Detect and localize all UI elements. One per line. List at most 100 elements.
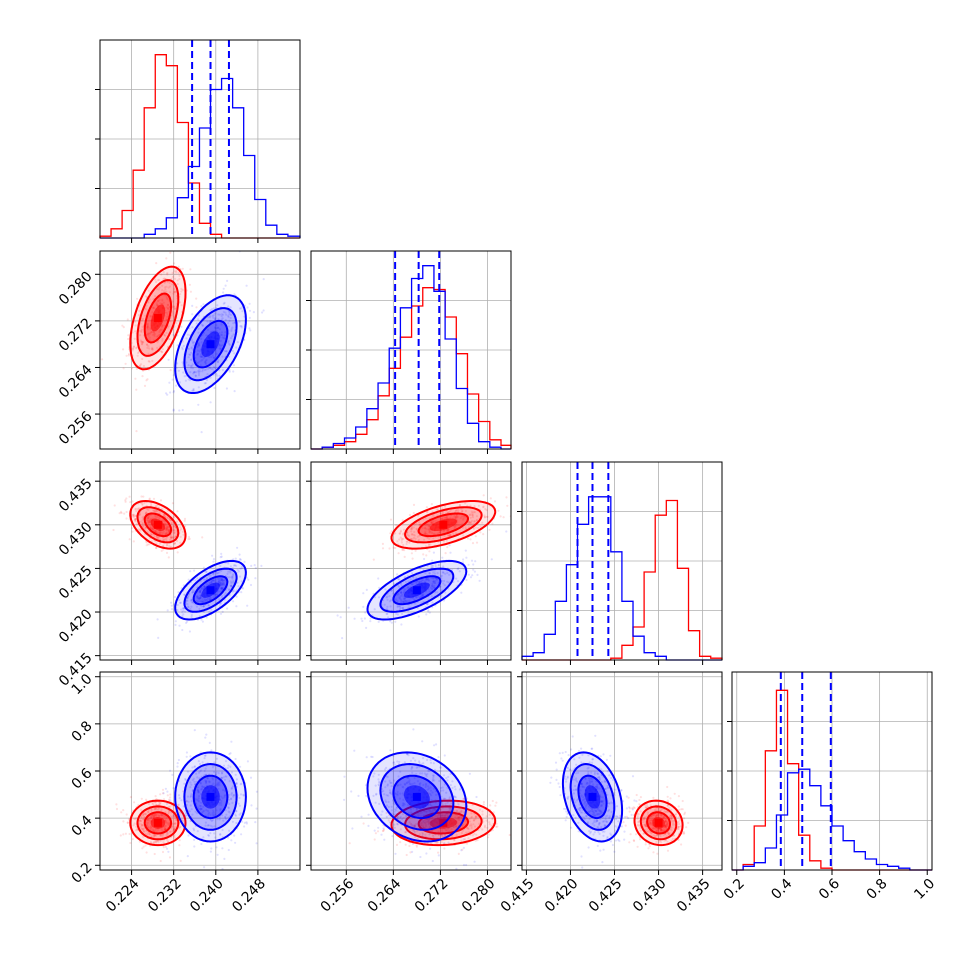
blue-sample-point	[228, 753, 230, 755]
red-sample-point	[141, 798, 143, 800]
red-sample-point	[161, 550, 163, 552]
red-sample-point	[187, 245, 189, 247]
red-sample-point	[169, 856, 171, 858]
blue-sample-point	[465, 550, 467, 552]
blue-sample-point	[357, 795, 359, 797]
blue-sample-point	[471, 574, 473, 576]
blue-sample-point	[389, 749, 391, 751]
blue-peak	[207, 340, 215, 348]
blue-peak	[207, 793, 215, 801]
blue-sample-point	[256, 808, 258, 810]
blue-sample-point	[212, 561, 214, 563]
red-sample-point	[159, 793, 161, 795]
blue-sample-point	[260, 565, 262, 567]
blue-sample-point	[362, 606, 364, 608]
blue-sample-point	[348, 607, 350, 609]
blue-sample-point	[169, 799, 171, 801]
blue-sample-point	[242, 587, 244, 589]
panel-background	[311, 462, 511, 660]
blue-sample-point	[471, 560, 473, 562]
blue-sample-point	[337, 614, 339, 616]
blue-sample-point	[449, 552, 451, 554]
red-sample-point	[409, 514, 411, 516]
red-sample-point	[154, 853, 156, 855]
red-sample-point	[115, 803, 117, 805]
red-sample-point	[494, 500, 496, 502]
red-peak	[154, 521, 162, 529]
red-sample-point	[145, 844, 147, 846]
blue-sample-point	[169, 391, 171, 393]
blue-sample-point	[253, 311, 255, 313]
red-sample-point	[177, 551, 179, 553]
blue-sample-point	[173, 391, 175, 393]
red-sample-point	[176, 510, 178, 512]
red-sample-point	[495, 802, 497, 804]
blue-sample-point	[366, 589, 368, 591]
scatter-panel-1-4	[95, 672, 300, 876]
blue-sample-point	[189, 755, 191, 757]
red-sample-point	[373, 559, 375, 561]
blue-sample-point	[254, 564, 256, 566]
red-sample-point	[413, 512, 415, 514]
red-sample-point	[405, 844, 407, 846]
blue-sample-point	[210, 847, 212, 849]
blue-sample-point	[248, 327, 250, 329]
red-sample-point	[467, 537, 469, 539]
red-sample-point	[487, 836, 489, 838]
red-sample-point	[479, 531, 481, 533]
blue-sample-point	[256, 791, 258, 793]
red-sample-point	[127, 822, 129, 824]
blue-sample-point	[226, 280, 228, 282]
red-sample-point	[404, 556, 406, 558]
red-sample-point	[687, 822, 689, 824]
blue-sample-point	[245, 821, 247, 823]
blue-sample-point	[433, 744, 435, 746]
red-sample-point	[683, 813, 685, 815]
blue-sample-point	[389, 620, 391, 622]
blue-sample-point	[209, 742, 211, 744]
red-sample-point	[112, 529, 114, 531]
red-sample-point	[131, 531, 133, 533]
red-sample-point	[475, 535, 477, 537]
red-sample-point	[178, 844, 180, 846]
red-sample-point	[412, 558, 414, 560]
blue-sample-point	[394, 853, 396, 855]
red-sample-point	[125, 833, 127, 835]
blue-sample-point	[340, 616, 342, 618]
blue-sample-point	[362, 592, 364, 594]
blue-sample-point	[233, 835, 235, 837]
blue-sample-point	[202, 303, 204, 305]
red-sample-point	[437, 852, 439, 854]
blue-sample-point	[178, 409, 180, 411]
blue-sample-point	[220, 613, 222, 615]
blue-sample-point	[368, 814, 370, 816]
blue-sample-point	[200, 305, 202, 307]
blue-sample-point	[203, 866, 205, 868]
blue-sample-point	[249, 329, 251, 331]
red-sample-point	[506, 505, 508, 507]
red-sample-point	[195, 298, 197, 300]
red-sample-point	[476, 542, 478, 544]
blue-sample-point	[462, 558, 464, 560]
red-sample-point	[382, 543, 384, 545]
blue-sample-point	[222, 291, 224, 293]
blue-sample-point	[254, 821, 256, 823]
red-sample-point	[125, 517, 127, 519]
blue-sample-point	[236, 596, 238, 598]
red-sample-point	[167, 794, 169, 796]
red-sample-point	[637, 846, 639, 848]
red-sample-point	[389, 532, 391, 534]
blue-sample-point	[479, 580, 481, 582]
blue-sample-point	[186, 751, 188, 753]
blue-sample-point	[235, 558, 237, 560]
blue-sample-point	[364, 611, 366, 613]
blue-sample-point	[247, 760, 249, 762]
red-sample-point	[129, 842, 131, 844]
blue-sample-point	[234, 842, 236, 844]
blue-sample-point	[182, 409, 184, 411]
red-sample-point	[349, 842, 351, 844]
red-sample-point	[153, 498, 155, 500]
red-sample-point	[519, 812, 521, 814]
blue-sample-point	[444, 754, 446, 756]
